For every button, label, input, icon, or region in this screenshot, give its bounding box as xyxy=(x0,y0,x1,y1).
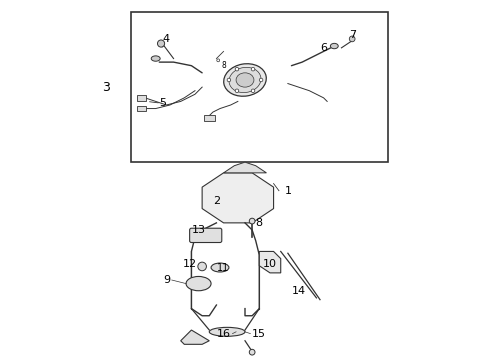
Bar xyxy=(137,106,146,111)
Circle shape xyxy=(198,262,206,271)
Polygon shape xyxy=(259,251,281,273)
Text: 9: 9 xyxy=(163,275,170,285)
Circle shape xyxy=(227,78,231,82)
Circle shape xyxy=(249,218,255,224)
Ellipse shape xyxy=(151,56,160,61)
Circle shape xyxy=(235,89,239,93)
Text: 5: 5 xyxy=(159,98,166,108)
Text: 4: 4 xyxy=(163,34,170,44)
Circle shape xyxy=(251,67,255,71)
Polygon shape xyxy=(223,162,267,173)
Text: 11: 11 xyxy=(218,262,230,273)
Text: 8: 8 xyxy=(221,61,226,70)
Text: 1: 1 xyxy=(284,186,292,196)
Ellipse shape xyxy=(211,263,229,272)
Circle shape xyxy=(349,36,355,42)
Bar xyxy=(131,12,388,162)
Text: 16: 16 xyxy=(217,329,231,339)
Text: 14: 14 xyxy=(292,286,306,296)
Text: 13: 13 xyxy=(192,225,206,235)
Text: 7: 7 xyxy=(348,30,356,40)
Text: 2: 2 xyxy=(213,197,220,206)
Text: 15: 15 xyxy=(252,329,266,339)
Polygon shape xyxy=(202,173,273,223)
Bar xyxy=(137,95,146,101)
Ellipse shape xyxy=(236,73,254,87)
Bar xyxy=(204,114,215,121)
Circle shape xyxy=(251,89,255,93)
Ellipse shape xyxy=(209,327,245,336)
Text: 3: 3 xyxy=(102,81,110,94)
Text: 6: 6 xyxy=(320,43,327,53)
Circle shape xyxy=(259,78,263,82)
Circle shape xyxy=(249,349,255,355)
Text: 8: 8 xyxy=(256,218,263,228)
Ellipse shape xyxy=(186,276,211,291)
Text: 10: 10 xyxy=(263,259,277,269)
Text: 12: 12 xyxy=(183,259,197,269)
Ellipse shape xyxy=(229,67,261,93)
FancyBboxPatch shape xyxy=(190,228,222,243)
Ellipse shape xyxy=(224,64,266,96)
Circle shape xyxy=(157,40,165,47)
Ellipse shape xyxy=(330,43,338,49)
Circle shape xyxy=(235,67,239,71)
Circle shape xyxy=(217,59,220,62)
Polygon shape xyxy=(181,330,209,344)
